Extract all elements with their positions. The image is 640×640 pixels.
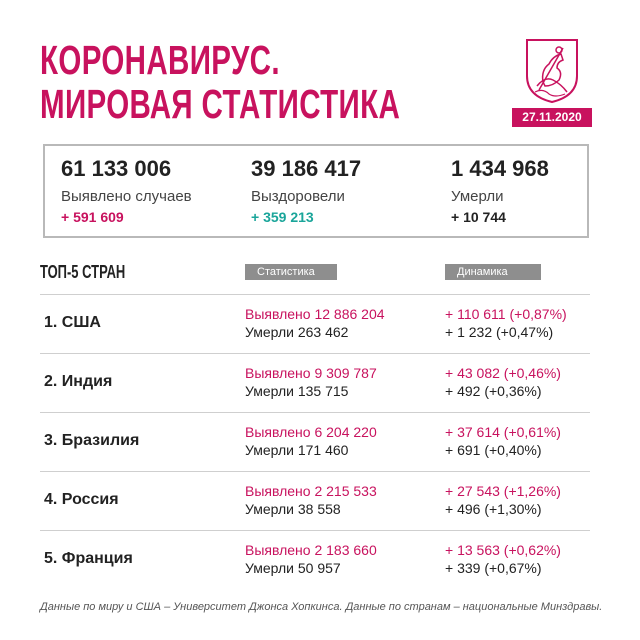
country-cases-delta: + 43 082 (+0,46%) xyxy=(445,365,561,381)
country-deaths: Умерли 135 715 xyxy=(245,383,349,399)
table-row: 1. США Выявлено 12 886 204 Умерли 263 46… xyxy=(40,294,590,353)
country-dynamics: + 110 611 (+0,87%) + 1 232 (+0,47%) xyxy=(445,305,567,341)
world-deaths-value: 1 434 968 xyxy=(451,156,549,181)
country-dynamics: + 27 543 (+1,26%) + 496 (+1,30%) xyxy=(445,482,561,518)
country-name: 4. Россия xyxy=(44,491,119,508)
country-cases: Выявлено 12 886 204 xyxy=(245,306,385,322)
country-deaths-delta: + 496 (+1,30%) xyxy=(445,501,542,517)
page-title: КОРОНАВИРУС. МИРОВАЯ СТАТИСТИКА xyxy=(40,38,400,126)
country-deaths-delta: + 492 (+0,36%) xyxy=(445,383,542,399)
country-deaths: Умерли 171 460 xyxy=(245,442,349,458)
column-header-statistics: Статистика xyxy=(245,264,337,280)
country-deaths: Умерли 38 558 xyxy=(245,501,341,517)
world-recovered: 39 186 417 Выздоровели + 359 213 xyxy=(251,156,361,225)
country-deaths: Умерли 50 957 xyxy=(245,560,341,576)
world-deaths: 1 434 968 Умерли + 10 744 xyxy=(451,156,549,225)
title-line-2: МИРОВАЯ СТАТИСТИКА xyxy=(40,81,401,127)
country-cases: Выявлено 2 183 660 xyxy=(245,542,377,558)
country-stats: Выявлено 2 183 660 Умерли 50 957 xyxy=(245,541,377,577)
source-footnote: Данные по миру и США – Университет Джонс… xyxy=(40,601,603,613)
country-name: 1. США xyxy=(44,314,101,331)
world-deaths-label: Умерли xyxy=(451,188,504,205)
country-cases-delta: + 37 614 (+0,61%) xyxy=(445,424,561,440)
country-dynamics: + 37 614 (+0,61%) + 691 (+0,40%) xyxy=(445,423,561,459)
country-stats: Выявлено 12 886 204 Умерли 263 462 xyxy=(245,305,385,341)
country-dynamics: + 13 563 (+0,62%) + 339 (+0,67%) xyxy=(445,541,561,577)
world-cases-value: 61 133 006 xyxy=(61,156,172,181)
world-stats-box: 61 133 006 Выявлено случаев + 591 609 39… xyxy=(43,144,589,238)
top5-title: ТОП-5 СТРАН xyxy=(40,262,126,282)
column-header-dynamics: Динамика xyxy=(445,264,541,280)
country-cases: Выявлено 9 309 787 xyxy=(245,365,377,381)
date-badge: 27.11.2020 xyxy=(512,108,592,127)
country-deaths-delta: + 1 232 (+0,47%) xyxy=(445,324,554,340)
table-row: 3. Бразилия Выявлено 6 204 220 Умерли 17… xyxy=(40,412,590,471)
world-cases: 61 133 006 Выявлено случаев + 591 609 xyxy=(61,156,192,225)
country-cases-delta: + 110 611 (+0,87%) xyxy=(445,306,567,322)
country-cases: Выявлено 6 204 220 xyxy=(245,424,377,440)
world-recovered-label: Выздоровели xyxy=(251,188,345,205)
title-line-1: КОРОНАВИРУС. xyxy=(40,37,280,83)
country-deaths-delta: + 339 (+0,67%) xyxy=(445,560,542,576)
country-cases-delta: + 27 543 (+1,26%) xyxy=(445,483,561,499)
country-name: 3. Бразилия xyxy=(44,432,140,449)
country-stats: Выявлено 6 204 220 Умерли 171 460 xyxy=(245,423,377,459)
moscow-coat-of-arms-icon xyxy=(526,39,578,104)
world-deaths-delta: + 10 744 xyxy=(451,209,506,225)
table-row: 2. Индия Выявлено 9 309 787 Умерли 135 7… xyxy=(40,353,590,412)
table-row: 5. Франция Выявлено 2 183 660 Умерли 50 … xyxy=(40,530,590,589)
country-cases-delta: + 13 563 (+0,62%) xyxy=(445,542,561,558)
country-stats: Выявлено 9 309 787 Умерли 135 715 xyxy=(245,364,377,400)
world-cases-delta: + 591 609 xyxy=(61,209,124,225)
country-stats: Выявлено 2 215 533 Умерли 38 558 xyxy=(245,482,377,518)
country-deaths-delta: + 691 (+0,40%) xyxy=(445,442,542,458)
world-recovered-value: 39 186 417 xyxy=(251,156,362,181)
country-deaths: Умерли 263 462 xyxy=(245,324,349,340)
table-row: 4. Россия Выявлено 2 215 533 Умерли 38 5… xyxy=(40,471,590,530)
country-name: 5. Франция xyxy=(44,550,133,567)
world-recovered-delta: + 359 213 xyxy=(251,209,314,225)
country-name: 2. Индия xyxy=(44,373,113,390)
country-dynamics: + 43 082 (+0,46%) + 492 (+0,36%) xyxy=(445,364,561,400)
country-cases: Выявлено 2 215 533 xyxy=(245,483,377,499)
world-cases-label: Выявлено случаев xyxy=(61,188,192,205)
top5-table: 1. США Выявлено 12 886 204 Умерли 263 46… xyxy=(40,294,590,589)
